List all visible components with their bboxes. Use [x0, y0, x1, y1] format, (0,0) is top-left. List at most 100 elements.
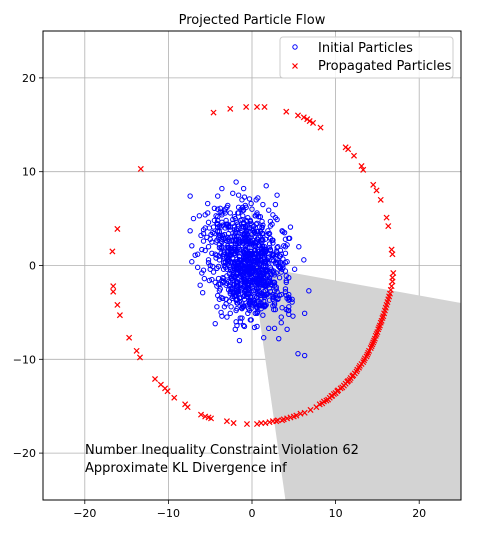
initial-particle-point — [266, 230, 272, 237]
initial-particle-point — [269, 221, 275, 227]
initial-particle-point — [230, 190, 236, 196]
initial-particle-point — [301, 352, 308, 359]
initial-particle-point — [284, 326, 290, 332]
initial-particle-point — [252, 213, 259, 219]
initial-particle-point — [259, 243, 265, 249]
initial-particle-point — [261, 335, 267, 341]
legend-label-propagated: Propagated Particles — [318, 59, 452, 74]
constraint-region — [252, 265, 461, 500]
propagated-particle-point — [310, 119, 317, 126]
initial-particle-point — [220, 259, 227, 266]
initial-particle-point — [245, 302, 251, 308]
initial-particle-point — [271, 300, 278, 306]
initial-particle-point — [244, 264, 250, 271]
propagated-particle-point — [360, 166, 367, 173]
initial-particle-point — [243, 229, 249, 235]
initial-particle-point — [260, 201, 266, 208]
initial-particle-point — [232, 237, 238, 243]
y-tick-label: −20 — [13, 447, 36, 460]
initial-particle-point — [187, 193, 193, 199]
propagated-particle-point — [253, 103, 261, 111]
propagated-particle-point — [109, 248, 116, 255]
propagated-particle-point — [389, 274, 396, 281]
initial-particle-point — [240, 322, 247, 329]
propagated-particle-point — [388, 246, 395, 253]
initial-particle-point — [275, 259, 281, 266]
initial-particle-point — [202, 247, 208, 254]
initial-particle-point — [289, 299, 295, 305]
initial-particle-point — [219, 232, 225, 239]
initial-particle-point — [224, 273, 230, 279]
legend-marker-initial — [292, 44, 298, 50]
x-tick-label: 10 — [329, 507, 343, 520]
initial-particle-point — [296, 244, 302, 250]
initial-particle-point — [279, 228, 285, 234]
initial-particle-point — [283, 292, 289, 299]
initial-particle-point — [197, 282, 203, 288]
initial-particle-point — [238, 258, 244, 264]
initial-particle-point — [271, 325, 278, 332]
propagated-particle-point — [388, 283, 395, 290]
initial-particle-point — [245, 255, 252, 261]
initial-particle-point — [243, 243, 249, 249]
initial-particle-point — [241, 323, 248, 330]
initial-particle-point — [246, 225, 253, 231]
propagated-particle-point — [366, 347, 373, 354]
initial-particle-point — [214, 265, 220, 272]
propagated-particle-point — [184, 404, 191, 411]
initial-particle-point — [271, 279, 278, 286]
initial-particle-point — [200, 238, 207, 244]
initial-particle-point — [229, 237, 235, 243]
initial-particle-point — [218, 309, 224, 316]
initial-particle-point — [205, 257, 212, 263]
initial-particle-point — [252, 230, 259, 237]
initial-particle-point — [259, 218, 265, 225]
initial-particle-point — [240, 213, 246, 219]
initial-particle-point — [204, 200, 211, 207]
initial-particle-point — [237, 315, 244, 321]
initial-particle-point — [228, 286, 234, 292]
initial-particle-point — [274, 216, 280, 223]
y-tick-label: 10 — [22, 166, 36, 179]
initial-particle-point — [194, 251, 201, 257]
initial-particle-point — [227, 210, 233, 216]
initial-particle-point — [239, 265, 245, 272]
initial-particle-point — [233, 179, 239, 185]
propagated-particle-point — [377, 196, 384, 203]
initial-particle-point — [214, 304, 220, 310]
initial-particle-point — [228, 304, 234, 310]
legend: Initial Particles Propagated Particles — [279, 36, 454, 79]
initial-particle-point — [212, 320, 218, 327]
initial-particle-point — [222, 225, 228, 231]
propagated-particle-point — [223, 418, 230, 425]
initial-particle-point — [226, 298, 233, 304]
initial-particle-point — [276, 335, 282, 342]
initial-particle-point — [242, 244, 249, 250]
initial-particle-point — [235, 210, 242, 216]
initial-particle-point — [205, 219, 212, 226]
initial-particle-point — [261, 303, 267, 309]
propagated-particle-point — [301, 409, 308, 416]
initial-particle-point — [254, 220, 260, 226]
initial-particle-point — [232, 261, 238, 268]
initial-particle-point — [251, 324, 258, 331]
initial-particle-point — [260, 230, 266, 237]
initial-particle-point — [272, 292, 279, 299]
initial-particle-point — [218, 294, 224, 301]
initial-particle-point — [250, 285, 256, 291]
initial-particle-point — [236, 337, 243, 344]
initial-particle-point — [251, 301, 258, 307]
initial-particle-point — [218, 245, 224, 252]
initial-particle-point — [237, 217, 244, 224]
initial-particle-point — [240, 207, 247, 213]
initial-particle-point — [223, 217, 229, 224]
initial-particle-point — [290, 313, 296, 319]
propagated-particle-point — [370, 181, 377, 188]
chart-title: Projected Particle Flow — [179, 13, 326, 28]
propagated-particle-point — [126, 334, 133, 341]
initial-particle-point — [205, 259, 212, 266]
initial-particle-point — [235, 290, 242, 297]
propagated-particle-point — [261, 103, 268, 111]
initial-particle-point — [201, 275, 208, 282]
initial-particle-point — [283, 279, 289, 286]
